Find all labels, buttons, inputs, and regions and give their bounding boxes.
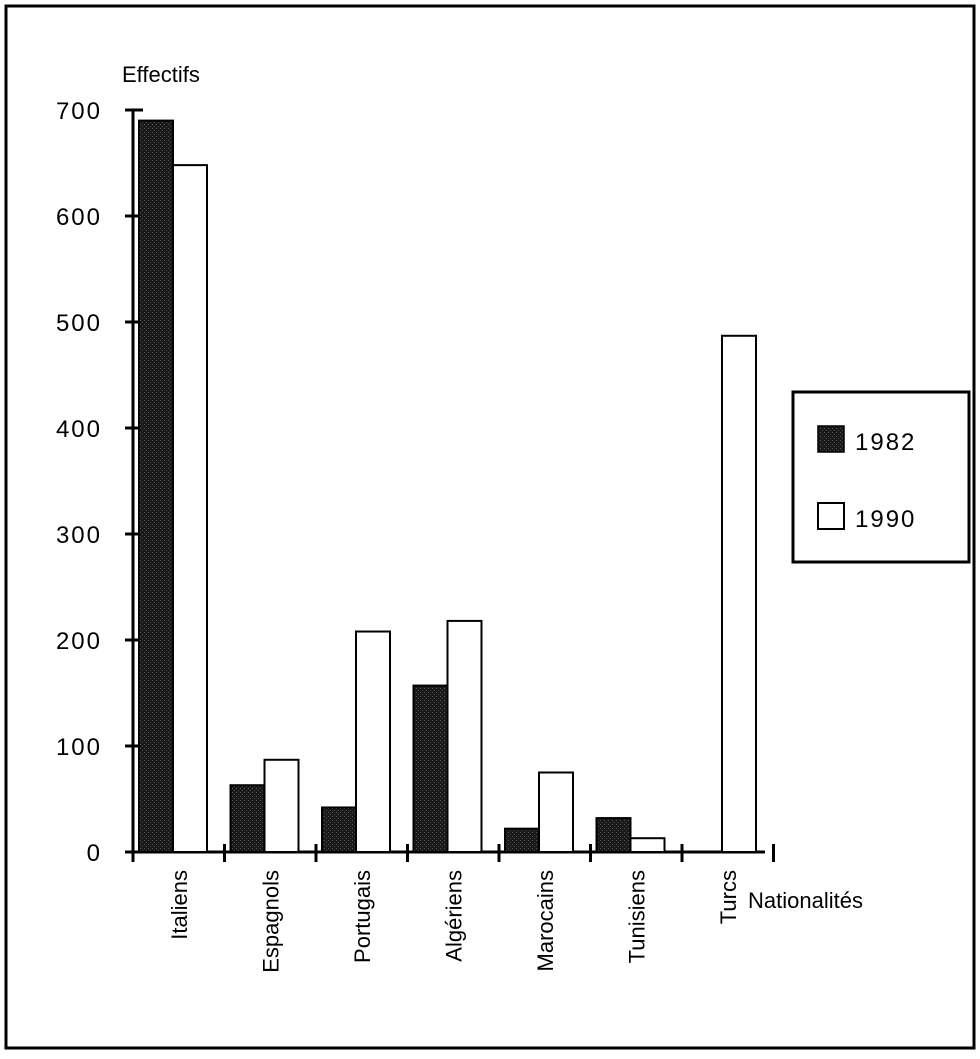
bar-1990-turcs: [721, 334, 757, 853]
y-tick-label: 0: [87, 840, 102, 867]
legend-label-1982: 1982: [855, 429, 916, 456]
bar-1990-marocains: [538, 771, 574, 853]
bar-1982-tunisiens: [595, 817, 632, 854]
x-category-label: Portugais: [350, 870, 375, 963]
outer-border: [4, 4, 976, 1050]
bar-1982-portugais: [321, 806, 357, 853]
y-tick-label: 600: [56, 204, 102, 231]
bars: [138, 119, 757, 854]
bar-1982-italiens: [138, 119, 174, 854]
bar-1982-algériens: [412, 684, 449, 854]
bar-1990-tunisiens: [629, 837, 666, 853]
legend: 1982 1990: [791, 390, 971, 564]
bar-1982-marocains: [504, 827, 540, 853]
x-category-label: Italiens: [167, 870, 192, 940]
category-labels: Italiens Espagnols Portugais Algériens Maroc…: [167, 870, 741, 973]
y-tick-label: 300: [56, 522, 102, 549]
bar-1990-portugais: [355, 630, 391, 854]
x-ticks: [131, 844, 775, 862]
x-category-label: Marocains: [533, 870, 558, 971]
x-category-label: Tunisiens: [624, 870, 649, 963]
legend-label-1990: 1990: [855, 506, 916, 533]
y-ticks: 0 100 200 300 400 500 600 700: [56, 98, 143, 867]
y-tick-label: 200: [56, 628, 102, 655]
bar-1982-espagnols: [229, 784, 266, 853]
legend-swatch-1990: [817, 502, 845, 530]
x-axis-title: Nationalités: [748, 888, 863, 913]
x-category-label: Algériens: [441, 870, 466, 962]
bar-1990-italiens: [172, 164, 208, 853]
x-category-label: Espagnols: [258, 870, 283, 973]
y-axis-title: Effectifs: [122, 62, 200, 87]
legend-swatch-1982: [817, 425, 845, 453]
bar-1990-algériens: [446, 619, 483, 853]
y-tick-label: 400: [56, 416, 102, 443]
y-tick-label: 700: [56, 98, 102, 125]
y-tick-label: 500: [56, 310, 102, 337]
x-category-label: Turcs: [716, 870, 741, 924]
legend-box: [791, 390, 971, 564]
y-tick-label: 100: [56, 734, 102, 761]
bar-1990-espagnols: [263, 758, 300, 854]
